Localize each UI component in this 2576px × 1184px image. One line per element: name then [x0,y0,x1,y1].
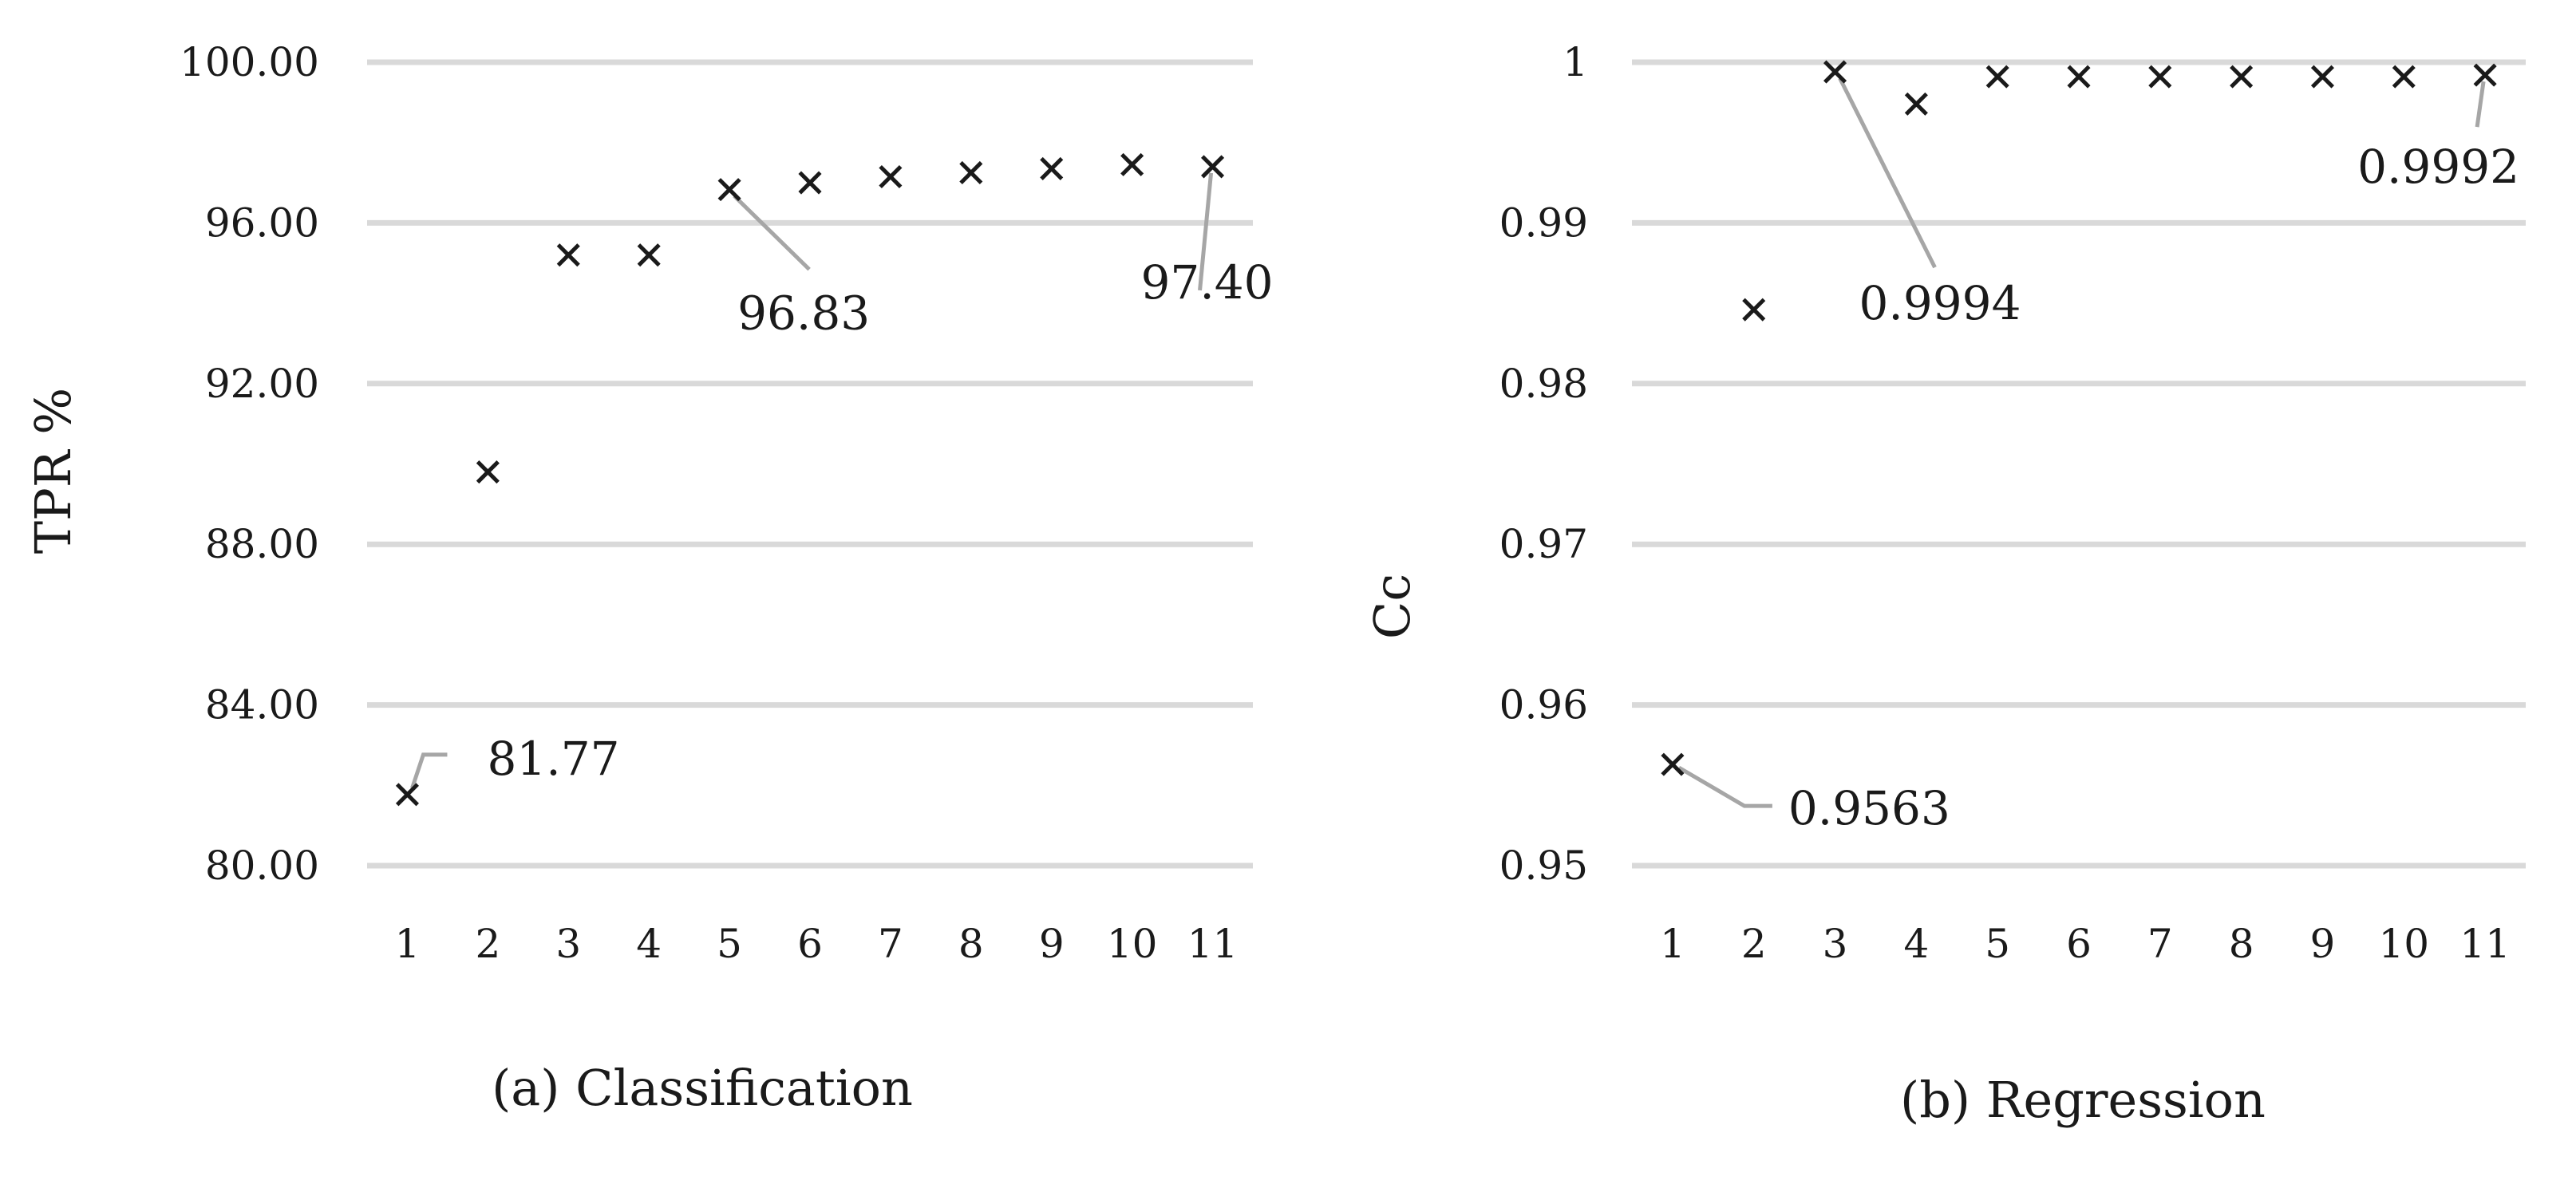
classification-x-tick-label: 1 [395,921,421,967]
regression-data-label: 0.9992 [2357,140,2519,194]
regression-x-tick-label: 11 [2459,921,2511,967]
classification-data-point [959,160,983,184]
regression-data-point [2392,65,2416,89]
classification-caption: (a) Classification [492,1059,913,1117]
classification-chart: 80.00 84.00 88.00 92.00 96.00 100.00 1 2 3 4 5 6 7 8 9… [24,39,1273,1117]
classification-data-label: 81.77 [487,732,619,786]
regression-y-tick-label: 0.99 [1499,199,1588,246]
classification-data-point [879,164,903,189]
regression-x-tick-label: 8 [2229,921,2254,967]
classification-annotation-leader [733,194,811,271]
regression-data-point [1823,60,1847,84]
classification-data-point [1201,155,1225,179]
classification-data-point [637,243,661,267]
regression-data-point [2310,65,2334,89]
regression-data-point [1661,752,1685,776]
regression-annotation-leader [2475,81,2486,128]
classification-data-point [717,178,741,202]
classification-data-point [1120,152,1144,176]
regression-x-tick-label: 4 [1903,921,1929,967]
classification-x-tick-label: 11 [1187,921,1239,967]
classification-x-tick-label: 7 [878,921,903,967]
regression-data-point [2230,65,2254,89]
regression-data-label: 0.9994 [1859,276,2021,330]
regression-data-point [1904,92,1928,116]
regression-x-tick-label: 10 [2378,921,2429,967]
classification-x-tick-label: 8 [958,921,984,967]
classification-data-label: 96.83 [737,286,870,341]
classification-y-tick-label: 88.00 [205,521,319,567]
regression-x-tick-label: 6 [2066,921,2092,967]
classification-data-point [1040,156,1064,180]
classification-y-tick-label: 96.00 [205,199,319,246]
regression-data-point [1985,65,2009,89]
regression-data-point [2148,65,2172,89]
regression-x-tick-label: 2 [1741,921,1767,967]
regression-x-tick-label: 9 [2310,921,2336,967]
classification-annotation-leader [1198,172,1214,291]
classification-x-tick-label: 6 [797,921,823,967]
regression-y-tick-label: 1 [1563,39,1588,85]
classification-data-label: 97.40 [1141,255,1274,310]
classification-x-tick-label: 5 [717,921,742,967]
regression-y-tick-label: 0.96 [1499,682,1588,728]
classification-y-axis-title: TPR % [24,388,82,554]
classification-x-tick-label: 3 [555,921,581,967]
classification-data-point [395,783,419,807]
regression-data-label: 0.9563 [1788,781,1950,835]
regression-caption: (b) Regression [1900,1071,2266,1129]
classification-data-point [556,243,580,267]
regression-y-tick-label: 0.97 [1499,521,1588,567]
regression-annotation-leader [1677,765,1772,808]
regression-x-tick-label: 5 [1985,921,2010,967]
classification-y-tick-label: 84.00 [205,682,319,728]
classification-data-point [476,460,500,484]
regression-y-axis-title: Cc [1363,574,1421,639]
regression-x-tick-label: 3 [1823,921,1848,967]
regression-data-point [1742,298,1766,322]
regression-annotation-leader [1838,77,1937,269]
classification-x-tick-label: 10 [1107,921,1158,967]
regression-data-point [2067,65,2091,89]
classification-y-tick-label: 80.00 [205,843,319,889]
classification-x-tick-label: 9 [1039,921,1065,967]
classification-data-point [798,171,822,195]
classification-x-tick-label: 2 [475,921,500,967]
classification-y-tick-label: 92.00 [205,361,319,407]
regression-x-tick-label: 1 [1660,921,1685,967]
regression-y-tick-label: 0.95 [1499,843,1588,889]
classification-annotation-leader [410,752,448,789]
regression-y-tick-label: 0.98 [1499,361,1588,407]
classification-x-tick-label: 4 [636,921,662,967]
regression-x-tick-label: 7 [2147,921,2173,967]
classification-y-tick-label: 100.00 [180,39,319,85]
regression-data-point [2473,63,2497,87]
